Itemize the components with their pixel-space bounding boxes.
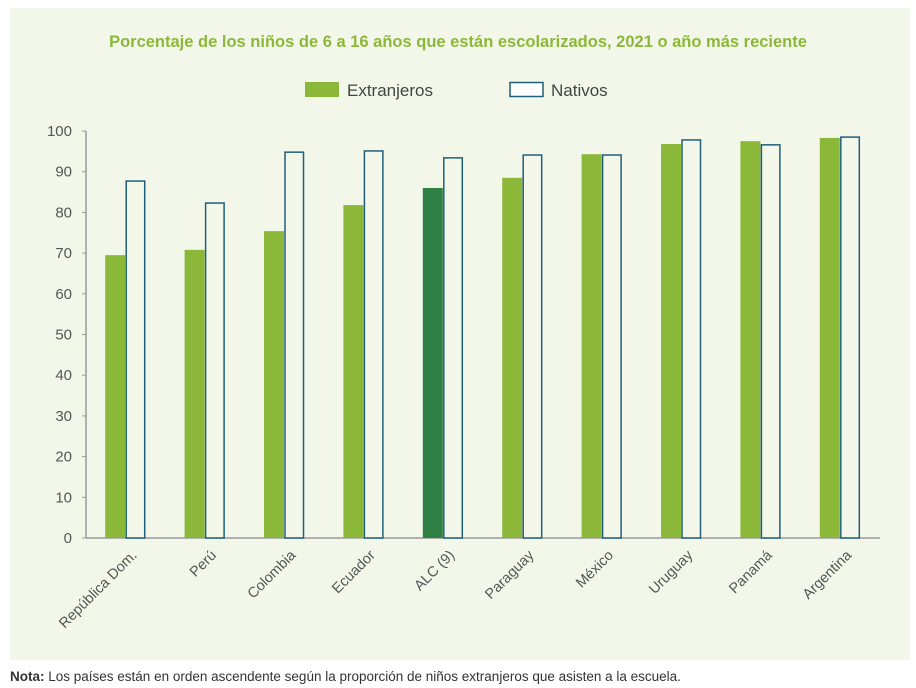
y-tick-label: 20 bbox=[55, 449, 72, 466]
x-tick-label: Paraguay bbox=[482, 547, 538, 603]
bar-nativos bbox=[681, 139, 702, 539]
chart-note: Nota: Los países están en orden ascenden… bbox=[10, 669, 681, 684]
note-text: Los países están en orden ascendente seg… bbox=[44, 669, 681, 684]
bar-nativos bbox=[284, 151, 305, 539]
bar-extranjeros bbox=[819, 137, 840, 538]
x-tick-label: Uruguay bbox=[646, 547, 697, 598]
y-tick-label: 100 bbox=[47, 123, 72, 140]
bar-extranjeros bbox=[581, 154, 602, 538]
y-tick-label: 30 bbox=[55, 408, 72, 425]
x-tick-label: México bbox=[573, 548, 617, 592]
y-tick-label: 70 bbox=[55, 245, 72, 262]
y-tick-label: 90 bbox=[55, 164, 72, 181]
y-tick-label: 0 bbox=[64, 530, 72, 547]
legend-label-nativos: Nativos bbox=[551, 81, 608, 100]
x-tick-label: República Dom. bbox=[56, 548, 140, 632]
x-tick-label: Ecuador bbox=[329, 547, 379, 597]
bar-nativos bbox=[125, 180, 146, 539]
bar-nativos bbox=[840, 136, 861, 539]
bar-extranjeros bbox=[422, 187, 443, 539]
bar-nativos bbox=[443, 157, 464, 539]
bar-nativos bbox=[204, 202, 225, 539]
bar-nativos bbox=[601, 154, 622, 539]
bar-extranjeros bbox=[502, 177, 523, 538]
bar-nativos bbox=[363, 150, 384, 539]
legend-label-extranjeros: Extranjeros bbox=[347, 81, 433, 100]
y-tick-label: 10 bbox=[55, 489, 72, 506]
bar-nativos bbox=[760, 144, 781, 539]
y-tick-label: 40 bbox=[55, 367, 72, 384]
bar-extranjeros bbox=[105, 255, 126, 538]
chart-title: Porcentaje de los niños de 6 a 16 años q… bbox=[109, 33, 807, 51]
legend-swatch-nativos bbox=[509, 81, 544, 98]
bar-extranjeros bbox=[661, 144, 681, 539]
bar-extranjeros bbox=[184, 249, 205, 538]
bar-extranjeros bbox=[264, 231, 284, 538]
y-tick-label: 60 bbox=[55, 286, 72, 303]
y-tick-label: 80 bbox=[55, 204, 72, 221]
bar-extranjeros bbox=[740, 141, 761, 539]
bar-extranjeros bbox=[343, 205, 364, 538]
x-tick-label: Colombia bbox=[245, 547, 300, 602]
x-tick-label: Perú bbox=[187, 548, 220, 581]
x-tick-label: ALC (9) bbox=[411, 548, 458, 595]
bar-nativos bbox=[522, 154, 543, 539]
note-label: Nota: bbox=[10, 669, 45, 684]
x-tick-label: Panamá bbox=[726, 547, 776, 597]
legend-swatch-extranjeros bbox=[305, 82, 339, 97]
x-tick-label: Argentina bbox=[800, 547, 856, 603]
y-tick-label: 50 bbox=[55, 327, 72, 344]
